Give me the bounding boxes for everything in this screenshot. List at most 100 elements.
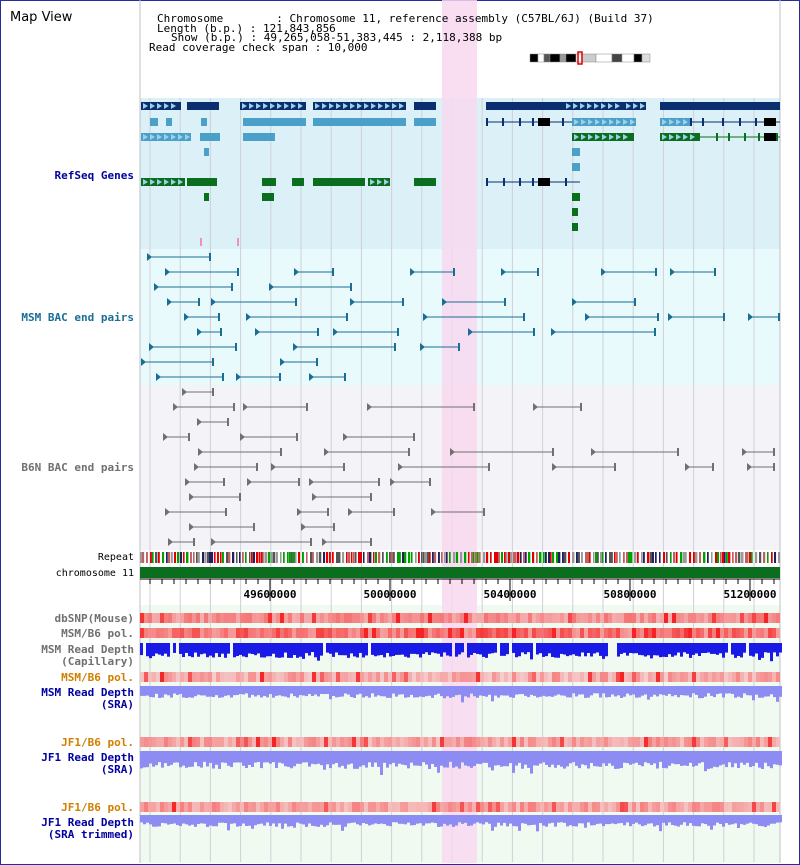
b6n-bac-end-marker[interactable] [552,463,557,471]
msm-bac-end-marker[interactable] [533,328,535,336]
msm-bac-end-marker[interactable] [218,313,220,321]
b6n-bac-end-marker[interactable] [188,433,190,441]
msm-bac-end-marker[interactable] [236,373,241,381]
msm-bac-end-marker[interactable] [723,313,725,321]
gene-block[interactable] [572,148,580,156]
b6n-bac-end-marker[interactable] [413,433,415,441]
msm-bac-end-marker[interactable] [294,268,299,276]
b6n-bac-end-marker[interactable] [168,538,173,546]
gene-block[interactable] [572,208,578,216]
msm-bac-end-marker[interactable] [504,298,506,306]
msm-bac-end-marker[interactable] [346,313,348,321]
msm-bac-end-marker[interactable] [670,268,675,276]
b6n-bac-end-marker[interactable] [297,508,302,516]
gene-block[interactable] [414,178,436,186]
b6n-bac-end-marker[interactable] [309,478,314,486]
msm-bac-end-marker[interactable] [420,343,425,351]
msm-bac-end-marker[interactable] [280,358,285,366]
gene-exon[interactable] [744,133,746,141]
b6n-bac-end-marker[interactable] [253,523,255,531]
b6n-bac-end-marker[interactable] [450,448,455,456]
b6n-bac-end-marker[interactable] [233,403,235,411]
b6n-bac-end-marker[interactable] [324,448,329,456]
msm-bac-end-marker[interactable] [197,328,202,336]
b6n-bac-end-marker[interactable] [398,463,403,471]
b6n-bac-end-marker[interactable] [306,403,308,411]
msm-bac-end-marker[interactable] [397,328,399,336]
b6n-bac-end-marker[interactable] [367,403,372,411]
b6n-bac-end-marker[interactable] [240,433,245,441]
b6n-bac-end-marker[interactable] [280,448,282,456]
msm-bac-end-marker[interactable] [634,298,636,306]
msm-bac-end-marker[interactable] [220,328,222,336]
msm-bac-end-marker[interactable] [212,358,214,366]
b6n-bac-end-marker[interactable] [212,388,214,396]
msm-bac-end-marker[interactable] [141,358,146,366]
b6n-bac-end-marker[interactable] [333,523,335,531]
msm-bac-end-marker[interactable] [344,373,346,381]
gene-block[interactable] [204,148,209,156]
b6n-bac-end-marker[interactable] [227,418,229,426]
gene-block[interactable] [262,178,276,186]
b6n-bac-end-marker[interactable] [247,478,252,486]
msm-bac-end-marker[interactable] [668,313,673,321]
b6n-bac-end-marker[interactable] [390,478,395,486]
b6n-bac-end-marker[interactable] [322,538,327,546]
gene-exon[interactable] [562,118,564,126]
gene-block[interactable] [292,178,304,186]
b6n-bac-end-marker[interactable] [533,403,538,411]
b6n-bac-end-marker[interactable] [256,463,258,471]
b6n-bac-end-marker[interactable] [614,463,616,471]
b6n-bac-end-marker[interactable] [370,538,372,546]
gene-block[interactable] [200,133,220,141]
msm-bac-end-marker[interactable] [317,328,319,336]
b6n-bac-end-marker[interactable] [193,538,195,546]
gene-block[interactable] [572,223,578,231]
b6n-bac-end-marker[interactable] [483,508,485,516]
b6n-bac-end-marker[interactable] [198,448,203,456]
gene-block[interactable] [313,118,406,126]
b6n-bac-end-marker[interactable] [239,493,241,501]
msm-bac-end-marker[interactable] [333,328,338,336]
b6n-bac-end-marker[interactable] [189,493,194,501]
gene-block[interactable] [538,118,550,126]
msm-bac-end-marker[interactable] [402,298,404,306]
gene-block[interactable] [764,133,776,141]
gene-block[interactable] [187,178,217,186]
msm-bac-end-marker[interactable] [778,313,780,321]
msm-bac-end-marker[interactable] [269,283,274,291]
track-label-b6n-bac[interactable]: B6N BAC end pairs [21,461,134,474]
gene-exon[interactable] [728,133,730,141]
msm-bac-end-marker[interactable] [537,268,539,276]
gene-block[interactable] [243,133,275,141]
gene-exon[interactable] [755,118,757,126]
gene-block[interactable] [486,102,564,110]
gene-exon[interactable] [502,118,504,126]
b6n-bac-end-marker[interactable] [343,463,345,471]
gene-exon[interactable] [486,118,488,126]
b6n-bac-end-marker[interactable] [271,463,276,471]
gene-block[interactable] [660,118,690,126]
gene-block[interactable] [313,178,365,186]
msm-bac-end-marker[interactable] [468,328,473,336]
msm-bac-end-marker[interactable] [279,373,281,381]
b6n-bac-end-marker[interactable] [712,463,714,471]
gene-exon[interactable] [776,133,778,141]
b6n-bac-end-marker[interactable] [408,448,410,456]
msm-bac-end-marker[interactable] [585,313,590,321]
b6n-bac-end-marker[interactable] [225,508,227,516]
gene-exon[interactable] [532,118,534,126]
gene-block[interactable] [572,193,580,201]
b6n-bac-end-marker[interactable] [747,463,752,471]
gene-exon[interactable] [565,178,567,186]
b6n-bac-end-marker[interactable] [370,493,372,501]
msm-bac-end-marker[interactable] [316,358,318,366]
msm-bac-end-marker[interactable] [309,373,314,381]
msm-bac-end-marker[interactable] [235,343,237,351]
b6n-bac-end-marker[interactable] [488,463,490,471]
b6n-bac-end-marker[interactable] [742,448,747,456]
b6n-bac-end-marker[interactable] [194,463,199,471]
msm-bac-end-marker[interactable] [350,298,355,306]
gene-exon[interactable] [486,178,488,186]
gene-block[interactable] [204,193,209,201]
